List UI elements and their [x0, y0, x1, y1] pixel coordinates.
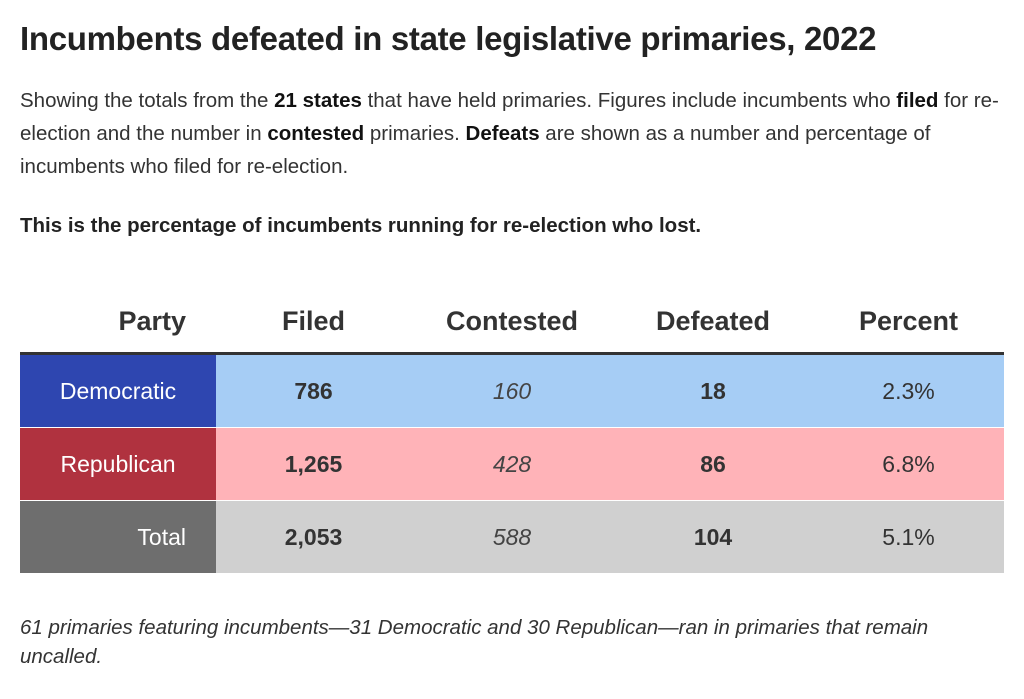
desc-text-1: Showing the totals from the [20, 89, 275, 112]
table-row-republican: Republican 1,265 428 86 6.8% [20, 427, 1004, 501]
desc-bold-states: 21 states [274, 89, 362, 112]
table-row-democratic: Democratic 786 160 18 2.3% [20, 353, 1004, 428]
table-row-total: Total 2,053 588 104 5.1% [20, 500, 1004, 574]
cell-defeated-total: 104 [613, 500, 813, 574]
desc-text-2: that have held primaries. Figures includ… [361, 89, 897, 112]
header-percent: Percent [813, 290, 1004, 355]
desc-bold-contested: contested [267, 122, 365, 145]
cell-party-republican: Republican [20, 427, 216, 501]
results-table-wrapper: Party Filed Contested Defeated Percent D… [20, 290, 1004, 574]
desc-bold-filed: filed [896, 89, 939, 112]
cell-filed-republican: 1,265 [216, 427, 411, 501]
header-filed: Filed [216, 290, 411, 355]
cell-defeated-republican: 86 [613, 427, 813, 501]
cell-party-total: Total [20, 500, 216, 574]
cell-percent-democratic: 2.3% [813, 353, 1004, 428]
cell-percent-republican: 6.8% [813, 427, 1004, 501]
table-header-row: Party Filed Contested Defeated Percent [20, 290, 1004, 355]
chart-description: Showing the totals from the 21 states th… [20, 84, 1010, 183]
header-defeated: Defeated [613, 290, 813, 355]
cell-filed-total: 2,053 [216, 500, 411, 574]
header-contested: Contested [411, 290, 613, 355]
results-table: Party Filed Contested Defeated Percent D… [20, 290, 1004, 574]
cell-party-democratic: Democratic [20, 353, 216, 428]
cell-percent-total: 5.1% [813, 500, 1004, 574]
cell-defeated-democratic: 18 [613, 353, 813, 428]
cell-contested-republican: 428 [411, 427, 613, 501]
desc-bold-defeats: Defeats [465, 122, 540, 145]
desc-text-3: for re-election and the number in [20, 89, 999, 145]
chart-footnote: 61 primaries featuring incumbents—31 Dem… [20, 616, 929, 668]
header-party: Party [20, 290, 216, 355]
cell-contested-democratic: 160 [411, 353, 613, 428]
cell-contested-total: 588 [411, 500, 613, 574]
chart-subhead: This is the percentage of incumbents run… [20, 214, 702, 237]
cell-filed-democratic: 786 [216, 353, 411, 428]
chart-title: Incumbents defeated in state legislative… [20, 20, 877, 57]
desc-text-4: primaries. [364, 122, 466, 145]
desc-text-5: are shown as a number and percentage of … [20, 122, 931, 178]
